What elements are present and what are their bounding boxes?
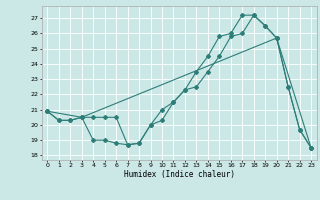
X-axis label: Humidex (Indice chaleur): Humidex (Indice chaleur) xyxy=(124,170,235,179)
